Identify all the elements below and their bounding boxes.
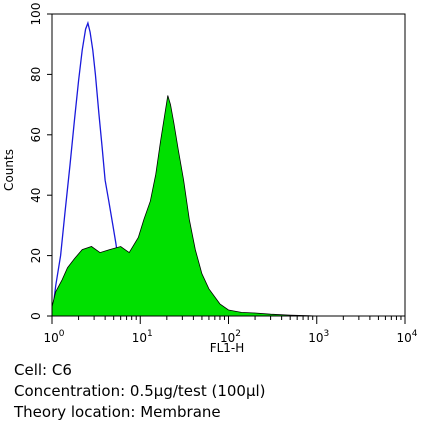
cell-line-text: Cell: C6: [14, 361, 72, 379]
concentration-text: Concentration: 0.5µg/test (100µl): [14, 382, 266, 400]
x-axis-title: FL1-H: [210, 341, 245, 355]
y-tick-label: 0: [29, 312, 43, 320]
x-tick-label: 101: [132, 329, 153, 345]
x-axis-ticks: 100 101 102 103 104: [43, 316, 418, 345]
filled-histogram-series: [51, 95, 317, 317]
theory-location-text: Theory location: Membrane: [14, 403, 221, 421]
x-tick-label: 102: [220, 329, 241, 345]
x-tick-label: 103: [308, 329, 329, 345]
y-axis-title: Counts: [2, 149, 16, 191]
sample-info: Cell: C6 Concentration: 0.5µg/test (100µ…: [14, 360, 266, 423]
y-tick-label: 60: [29, 127, 43, 142]
y-tick-label: 20: [29, 248, 43, 263]
y-tick-label: 100: [29, 3, 43, 26]
y-axis-ticks: 0 20 40 60 80 100: [29, 3, 52, 320]
histogram-chart: 0 20 40 60 80 100 100 101 102 103 104 Counts FL1-…: [2, 3, 418, 355]
control-histogram-outline: [51, 20, 125, 317]
y-tick-label: 80: [29, 67, 43, 82]
x-tick-label: 100: [43, 329, 64, 345]
x-tick-label: 104: [396, 329, 417, 345]
y-tick-label: 40: [29, 188, 43, 203]
plot-area: [51, 13, 406, 317]
